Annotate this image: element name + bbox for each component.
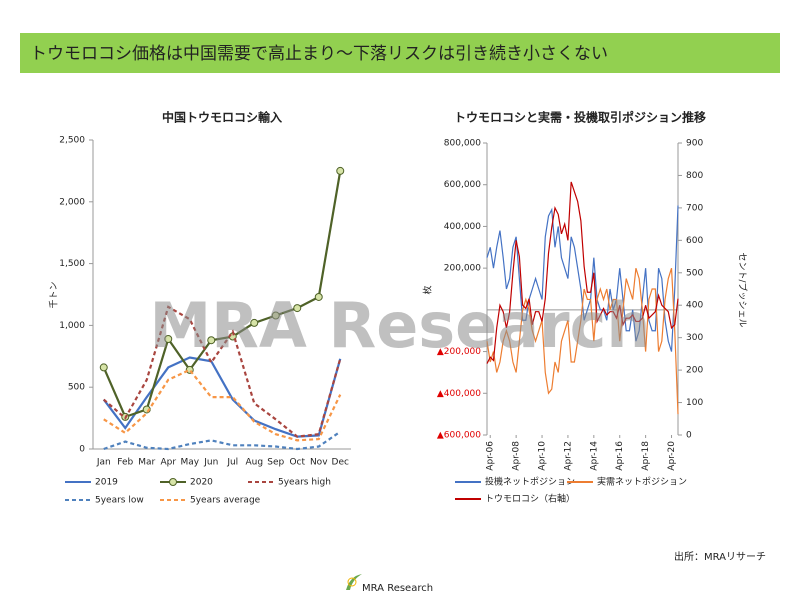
header-bar [20, 33, 780, 73]
legend-label: 実需ネットポジション [597, 476, 687, 488]
x-tick-label: Feb [117, 458, 133, 468]
logo-icon [347, 577, 357, 587]
x-tick-label: Apr-20 [667, 441, 677, 471]
x-tick-label: Apr-10 [538, 441, 548, 471]
legend-label: 2020 [190, 478, 213, 488]
y-tick-label: ▲200,000 [437, 347, 481, 357]
x-tick-label: Apr-18 [641, 441, 651, 471]
y-tick-label: 1,000 [59, 321, 85, 331]
y-tick-label: 200,000 [444, 264, 481, 274]
x-tick-label: Jan [96, 458, 111, 468]
legend-label: 2019 [95, 478, 118, 488]
marker [271, 311, 280, 320]
y-tick-label: 800,000 [444, 139, 481, 149]
series-line [486, 267, 679, 415]
x-tick-label: Mar [138, 458, 155, 468]
y-tick-label: 0 [79, 445, 85, 455]
marker [314, 292, 323, 301]
y2-tick-label: 200 [686, 366, 703, 376]
marker [336, 166, 345, 175]
y2-tick-label: 700 [686, 203, 703, 213]
legend-marker [169, 478, 177, 486]
y2-tick-label: 300 [686, 333, 703, 343]
footer-logo: MRA Research [362, 583, 433, 594]
series-line [103, 368, 342, 442]
watermark: MRA Research [149, 289, 650, 362]
y-tick-label: 2,000 [59, 197, 85, 207]
x-tick-label: Apr-14 [589, 441, 599, 471]
x-tick-label: Jun [203, 458, 218, 468]
y-tick-label: 1,500 [59, 259, 85, 269]
x-tick-label: Jul [226, 458, 238, 468]
marker [207, 336, 216, 345]
chart-title: トウモロコシと実需・投機取引ポジション推移 [454, 110, 706, 125]
y-tick-label: 600,000 [444, 180, 481, 190]
y2-tick-label: 900 [686, 139, 703, 149]
y-tick-label: ▲600,000 [437, 431, 481, 441]
x-tick-label: Apr-16 [615, 441, 625, 471]
series-line [486, 181, 679, 364]
y-tick-label: 400,000 [444, 222, 481, 232]
legend-label: トウモロコシ（右軸） [485, 493, 575, 505]
series-line [103, 305, 342, 438]
y2-tick-label: 0 [686, 431, 692, 441]
y2-axis-label: セント/ブッシェル [737, 252, 749, 327]
x-tick-label: Dec [332, 458, 349, 468]
marker [99, 363, 108, 372]
y2-tick-label: 100 [686, 398, 703, 408]
x-tick-label: May [180, 458, 199, 468]
x-tick-label: Apr-08 [512, 441, 522, 471]
header-title: トウモロコシ価格は中国需要で高止まり～下落リスクは引き続き小さくない [30, 44, 608, 64]
legend-label: 投機ネットポジション [485, 476, 575, 488]
x-tick-label: Aug [245, 458, 263, 468]
y-axis-label: 枚 [422, 285, 434, 294]
source: 出所：MRAリサーチ [674, 550, 766, 563]
legend-label: 5years low [95, 496, 144, 506]
y2-tick-label: 400 [686, 301, 703, 311]
marker [250, 318, 259, 327]
y2-tick-label: 500 [686, 268, 703, 278]
series-line [103, 430, 341, 451]
y-tick-label: 2,500 [59, 136, 85, 146]
marker [164, 334, 173, 343]
y-axis-label: 千トン [49, 281, 60, 308]
x-tick-label: Apr-12 [563, 441, 573, 471]
chart-title: 中国トウモロコシ輸入 [162, 110, 282, 125]
x-tick-label: Nov [310, 458, 328, 468]
y2-tick-label: 800 [686, 171, 703, 181]
x-tick-label: Apr [160, 458, 176, 468]
series-line [102, 356, 342, 438]
legend-label: 5years average [190, 496, 261, 506]
legend-label: 5years high [278, 478, 331, 488]
plots: 0 500 1,000 1,500 2,000 2,500 Jan Feb Mar Apr May J… [59, 136, 703, 506]
y-tick-label: 500 [68, 383, 85, 393]
y2-tick-label: 600 [686, 236, 703, 246]
x-tick-label: Apr-06 [486, 441, 496, 471]
marker [293, 304, 302, 313]
x-tick-label: Oct [289, 458, 305, 468]
x-tick-label: Sep [267, 458, 284, 468]
y-tick-label: ▲400,000 [437, 389, 481, 399]
